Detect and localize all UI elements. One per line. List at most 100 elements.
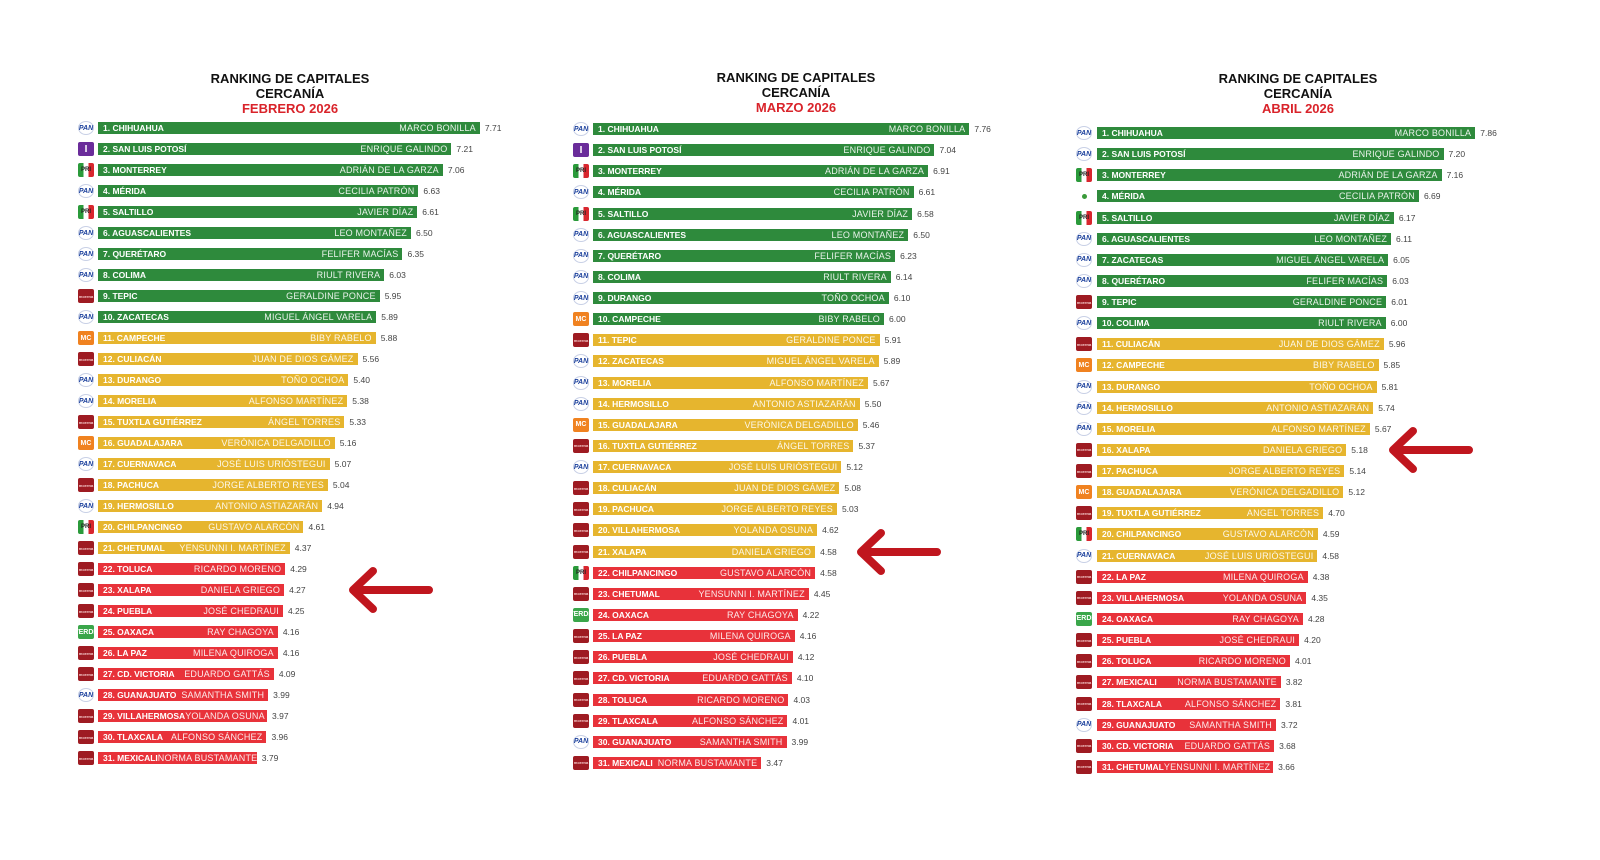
candidate-label: JORGE ALBERTO REYES [721, 504, 833, 515]
value-label: 5.96 [1388, 339, 1406, 350]
bar-row: morena 30. TLAXCALA ALFONSO SÁNCHEZ 3.96 [78, 730, 558, 744]
value-label: 4.27 [289, 585, 306, 595]
morena-party-icon: morena [1076, 633, 1092, 648]
city-label: 25. OAXACA [103, 627, 155, 637]
value-label: 3.66 [1278, 761, 1295, 772]
morena-party-icon: morena [78, 289, 94, 303]
city-label: 2. SAN LUIS POTOSÍ [103, 144, 187, 154]
city-label: 29. TLAXCALA [598, 715, 658, 726]
bar: 5. SALTILLO JAVIER DÍAZ [98, 206, 418, 218]
bar: 19. PACHUCA JORGE ALBERTO REYES [593, 503, 837, 516]
city-label: 9. TEPIC [1102, 297, 1137, 308]
city-label: 7. ZACATECAS [1102, 254, 1164, 265]
value-label: 6.11 [1396, 233, 1412, 244]
pri-party-icon: PRI [573, 164, 589, 179]
bar: 4. MÉRIDA CECILIA PATRÓN [1097, 190, 1419, 203]
candidate-label: ANTONIO ASTIAZARÁN [215, 501, 319, 511]
pri-party-icon: PRI [1076, 210, 1092, 225]
value-label: 6.00 [889, 314, 906, 325]
morena-party-icon: morena [1076, 590, 1092, 605]
candidate-label: ALFONSO MARTÍNEZ [1271, 423, 1366, 434]
bar-row: PAN 4. MÉRIDA CECILIA PATRÓN 6.63 [78, 184, 558, 198]
city-label: 5. SALTILLO [598, 208, 649, 219]
city-label: 1. CHIHUAHUA [598, 124, 659, 134]
value-label: 5.07 [334, 459, 352, 469]
bar-row: MC 12. CAMPECHE BIBY RABELO 5.85 [1076, 358, 1556, 373]
chart-title: RANKING DE CAPITALES CERCANÍA ABRIL 2026 [1148, 71, 1448, 116]
value-label: 5.89 [381, 312, 398, 322]
candidate-label: YOLANDA OSUNA [733, 525, 814, 536]
mc-party-icon: MC [1076, 485, 1092, 500]
candidate-label: CECILIA PATRÓN [833, 187, 910, 198]
bar-row: morena 30. CD. VICTORIA EDUARDO GATTÁS 3.68 [1076, 738, 1556, 753]
morena-party-icon: morena [1076, 696, 1092, 711]
mc-party-icon: MC [78, 436, 94, 450]
bar: 26. TOLUCA RICARDO MORENO [1097, 655, 1290, 668]
bar-row: PRI 22. CHILPANCINGO GUSTAVO ALARCÓN 4.58 [573, 565, 1053, 580]
city-label: 31. MEXICALI [103, 753, 158, 763]
pan-party-icon: PAN [573, 354, 589, 369]
candidate-label: YENSUNNI I. MARTÍNEZ [698, 588, 805, 599]
candidate-label: YENSUNNI I. MARTÍNEZ [1163, 761, 1271, 772]
value-label: 6.63 [423, 186, 440, 196]
morena-party-icon: morena [78, 583, 94, 597]
city-label: 26. LA PAZ [103, 648, 147, 658]
value-label: 6.05 [1393, 254, 1410, 265]
candidate-label: SAMANTHA SMITH [699, 736, 783, 747]
value-label: 6.35 [407, 249, 425, 259]
city-label: 30. CD. VICTORIA [1102, 740, 1174, 751]
bar: 21. XALAPA DANIELA GRIEGO [593, 545, 816, 558]
candidate-label: RAY CHAGOYA [1232, 613, 1299, 624]
candidate-label: ALFONSO MARTÍNEZ [769, 377, 864, 388]
bar: 25. PUEBLA JOSÉ CHEDRAUI [1097, 634, 1300, 647]
pri-party-icon: PRI [1076, 527, 1092, 542]
value-label: 6.17 [1398, 212, 1416, 223]
city-label: 16. GUADALAJARA [103, 438, 183, 448]
city-label: 2. SAN LUIS POTOSÍ [1102, 149, 1186, 160]
candidate-label: JOSÉ LUIS URIÓSTEGUI [1204, 550, 1314, 561]
bar-row: PAN 8. QUERÉTARO FELIFER MACÍAS 6.03 [1076, 273, 1556, 288]
value-label: 5.18 [1351, 444, 1368, 455]
candidate-label: TOÑO OCHOA [1309, 381, 1373, 392]
bar-row: I 2. SAN LUIS POTOSÍ ENRIQUE GALINDO 7.21 [78, 142, 558, 156]
bar-row: MC 15. GUADALAJARA VERÓNICA DELGADILLO 5.46 [573, 417, 1053, 432]
pan-party-icon: PAN [1076, 147, 1092, 162]
candidate-label: JAVIER DÍAZ [357, 207, 414, 217]
bar-row: morena 24. PUEBLA JOSÉ CHEDRAUI 4.25 [78, 604, 558, 618]
candidate-label: ANGEL TORRES [1246, 508, 1320, 519]
candidate-label: JUAN DE DIOS GÁMEZ [1278, 339, 1380, 350]
value-label: 7.16 [1446, 170, 1464, 181]
bar: 15. TUXTLA GUTIÉRREZ ÁNGEL TORRES [98, 416, 345, 428]
city-label: 10. CAMPECHE [598, 314, 661, 325]
bar-row: morena 22. TOLUCA RICARDO MORENO 4.29 [78, 562, 558, 576]
bar-row: morena 25. PUEBLA JOSÉ CHEDRAUI 4.20 [1076, 633, 1556, 648]
city-label: 12. CULIACÁN [103, 354, 162, 364]
candidate-label: ALFONSO MARTÍNEZ [248, 396, 344, 406]
value-label: 5.14 [1349, 466, 1366, 477]
city-label: 17. CUERNAVACA [103, 459, 177, 469]
bar: 20. VILLAHERMOSA YOLANDA OSUNA [593, 524, 818, 537]
pan-party-icon: PAN [78, 226, 94, 240]
value-label: 6.58 [917, 208, 934, 219]
value-label: 3.97 [272, 711, 289, 721]
bar: 23. XALAPA DANIELA GRIEGO [98, 584, 285, 596]
city-label: 8. QUERÉTARO [1102, 275, 1166, 286]
value-label: 4.01 [792, 715, 810, 726]
value-label: 6.50 [416, 228, 433, 238]
city-label: 19. TUXTLA GUTIÉRREZ [1102, 508, 1201, 519]
candidate-label: TOÑO OCHOA [281, 375, 345, 385]
bar-row: PRI 5. SALTILLO JAVIER DÍAZ 6.58 [573, 206, 1053, 221]
value-label: 5.50 [864, 398, 882, 409]
city-label: 26. PUEBLA [598, 652, 648, 663]
candidate-label: NORMA BUSTAMANTE [157, 753, 257, 763]
bar-row: PAN 10. COLIMA RIULT RIVERA 6.00 [1076, 316, 1556, 331]
value-label: 5.38 [352, 396, 369, 406]
mc-party-icon: MC [78, 331, 94, 345]
bar-row: morena 28. TOLUCA RICARDO MORENO 4.03 [573, 692, 1053, 707]
bar-row: PAN 7. ZACATECAS MIGUEL ÁNGEL VARELA 6.05 [1076, 252, 1556, 267]
bar-row: morena 15. TUXTLA GUTIÉRREZ ÁNGEL TORRES 5.… [78, 415, 558, 429]
morena-party-icon: morena [573, 650, 589, 665]
bar: 11. TEPIC GERALDINE PONCE [593, 334, 880, 347]
bar-row: morena 16. XALAPA DANIELA GRIEGO 5.18 [1076, 442, 1556, 457]
bar-row: PAN 21. CUERNAVACA JOSÉ LUIS URIÓSTEGUI 4.5… [1076, 548, 1556, 563]
